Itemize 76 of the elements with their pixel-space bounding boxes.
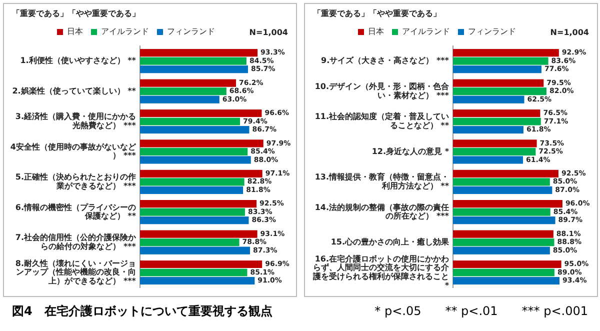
bar xyxy=(453,79,544,87)
y-tick-label: 16.在宅介護ロボットの使用にかかわらず、人間同士の交流を大切にする介護を受けられる権利が保障されること * xyxy=(312,253,450,290)
bar xyxy=(140,260,262,268)
bar xyxy=(140,200,257,208)
bar xyxy=(453,49,559,57)
bar xyxy=(140,49,258,57)
bar xyxy=(453,148,536,156)
y-tick-label: 2.娯楽性（使っていて楽しい） ** xyxy=(12,86,137,96)
legend-label: アイルランド xyxy=(101,27,149,36)
bar xyxy=(140,148,248,156)
text: N=1,004 xyxy=(550,28,590,38)
text: 図4 在宅介護ロボットについて重要視する観点 xyxy=(12,303,272,320)
bar xyxy=(453,208,550,216)
y-tick-label: 9.サイズ（大きさ・高さなど） *** xyxy=(321,55,450,66)
legend-label: フィンランド xyxy=(167,27,215,36)
bar xyxy=(453,260,562,268)
bar xyxy=(453,268,554,276)
y-tick-label: 3.経済性（購入費・使用にかかる光熱費など） *** xyxy=(15,111,137,130)
bar xyxy=(140,276,255,285)
bar xyxy=(140,186,244,194)
y-tick-label: 11.社会的認知度（定着・普及していることなど） ** xyxy=(314,111,450,130)
bar xyxy=(453,96,524,104)
y-tick-label: 12.身近な人の意見 * xyxy=(372,146,450,156)
y-tick-label: 6.情報の機密性（プライバシーの保護など） ** xyxy=(15,202,137,221)
bar xyxy=(453,178,550,186)
y-tick-label: 5.正確性（決められたとおりの作業ができるなど） *** xyxy=(15,172,137,190)
bar xyxy=(140,109,262,118)
y-tick-label: 1.利便性（使いやすさなど） ** xyxy=(20,56,137,66)
bar xyxy=(453,109,540,118)
bar xyxy=(140,170,262,178)
y-tick-label: 8.耐久性（壊れにくい・バージョンアップ（性能や機能の改良・向上）ができるなど） *** xyxy=(15,258,137,286)
bar xyxy=(453,216,556,224)
y-tick-label: 15.心の豊かさの向上・癒し効果 xyxy=(330,236,450,246)
bar xyxy=(453,246,550,254)
bar xyxy=(453,140,537,148)
bar xyxy=(140,118,240,126)
text: 「重要である」「やや重要である」 xyxy=(12,9,140,18)
legend-label: 日本 xyxy=(67,27,83,36)
bar xyxy=(140,178,244,186)
bar xyxy=(140,216,249,224)
legend-label: アイルランド xyxy=(402,27,450,36)
bar xyxy=(453,66,542,74)
bar xyxy=(453,170,558,178)
legend-label: 日本 xyxy=(368,27,384,36)
bar xyxy=(453,186,552,194)
text: N=1,004 xyxy=(249,28,288,38)
bar xyxy=(453,118,541,126)
bar xyxy=(140,66,248,74)
text: 「重要である」「やや重要である」 xyxy=(313,9,441,18)
y-tick-label: 7.社会的信用性（公的介護保険からの給付の対象など） *** xyxy=(15,232,137,251)
bar xyxy=(453,276,560,285)
y-tick-label: 14.法的規制の整備（事故の際の責任の所在など） *** xyxy=(314,202,450,221)
legend-label: フィンランド xyxy=(468,27,516,36)
bar xyxy=(453,238,554,246)
bar xyxy=(140,88,226,96)
bar xyxy=(453,200,562,208)
y-tick-label: 13.情報提供・教育（特徴・留意点・利用方法など） ** xyxy=(314,172,450,190)
bar xyxy=(140,140,264,148)
bar xyxy=(140,238,240,246)
bar xyxy=(140,230,258,238)
y-tick-label: 4安全性（使用時の事故がないなど） *** xyxy=(10,141,137,160)
bar xyxy=(140,96,220,104)
bar xyxy=(140,208,245,216)
bar xyxy=(453,156,523,164)
bar xyxy=(140,79,236,87)
bar xyxy=(140,57,246,65)
bar xyxy=(453,126,524,134)
text: * p<.05 ** p<.01 *** p<.001 xyxy=(374,303,588,320)
bar xyxy=(453,230,554,238)
bar xyxy=(140,156,251,164)
bar xyxy=(453,57,548,65)
bar xyxy=(453,88,546,96)
y-tick-label: 10.デザイン（外見・形・図柄・色合い・素材など） *** xyxy=(314,82,450,100)
bar xyxy=(140,268,248,276)
bar xyxy=(140,246,250,254)
bar xyxy=(140,126,250,134)
